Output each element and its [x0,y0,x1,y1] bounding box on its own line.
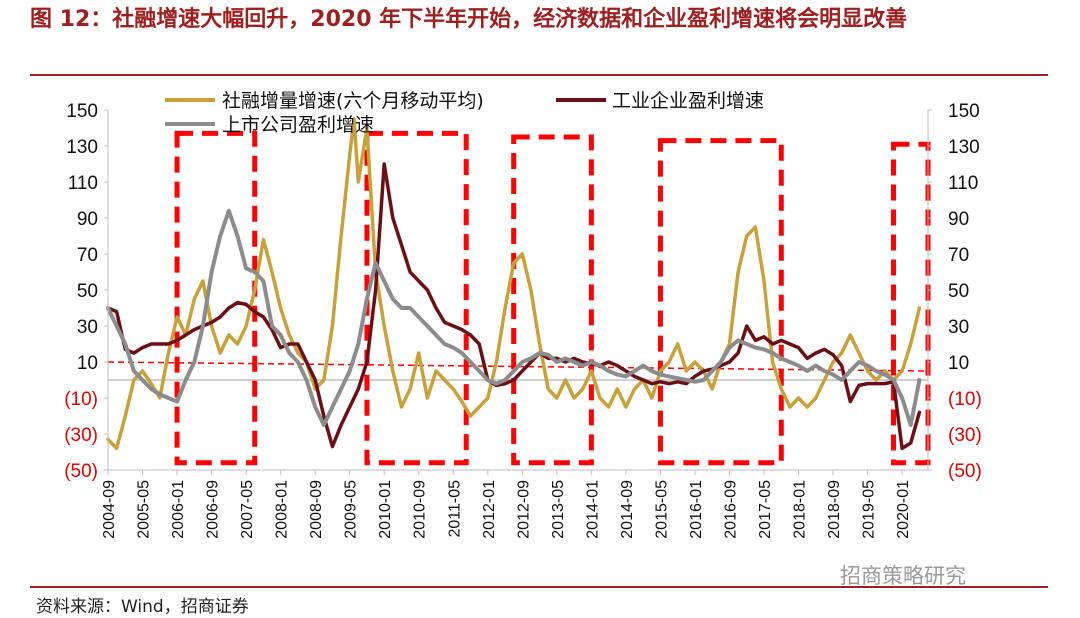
source-note: 资料来源：Wind，招商证券 [36,597,249,617]
x-tick-label: 2006-09 [205,480,222,539]
y-tick-label-right: 130 [948,137,980,158]
y-tick-label-left: 10 [77,353,98,374]
y-tick-label-right: 90 [948,209,969,230]
title-rule [30,74,1048,76]
highlight-box [174,130,258,466]
y-tick-label-right: 70 [948,245,969,266]
highlight-box [657,138,784,466]
y-tick-label-left: 30 [77,317,98,338]
x-tick-label: 2015-05 [653,480,670,539]
x-tick-label: 2016-09 [722,480,739,539]
y-tick-label-right: (50) [948,461,982,482]
x-tick-label: 2014-09 [619,480,636,539]
y-tick-label-right: 30 [948,317,969,338]
x-tick-label: 2018-09 [826,480,843,539]
y-tick-label-left: 90 [77,209,98,230]
watermark: 招商策略研究 [840,564,966,588]
x-tick-label: 2017-05 [757,480,774,539]
y-tick-label-left: 150 [66,101,98,122]
x-tick-label: 2010-01 [377,480,394,539]
y-tick-label-left: 110 [68,173,98,194]
y-tick-label-left: (50) [64,461,98,482]
x-tick-label: 2018-01 [792,480,809,539]
x-tick-label: 2004-09 [101,480,118,539]
x-tick-label: 2006-01 [170,480,187,539]
x-tick-label: 2013-05 [550,480,567,539]
y-tick-label-right: 110 [948,173,978,194]
series-layer [106,117,922,451]
legend-label-social-financing: 社融增量增速(六个月移动平均) [222,90,484,112]
y-tick-label-right: 50 [948,281,969,302]
x-tick-label: 2020-01 [895,480,912,539]
x-tick-label: 2005-05 [136,480,153,539]
highlight-boxes [174,130,931,466]
y-tick-label-left: 130 [66,137,98,158]
y-tick-label-right: 150 [948,101,980,122]
series-line-social-financing [106,117,922,451]
x-tick-label: 2010-09 [412,480,429,539]
x-tick-label: 2012-01 [481,480,498,539]
footer-rule [30,586,1048,588]
x-tick-label: 2008-01 [274,480,291,539]
axis-layer: 150 130 110 90 70 50 30 10 (10) (30) (50) 150 130 110… [64,101,982,539]
y-tick-label-left: (10) [64,389,98,410]
y-tick-label-left: (30) [64,425,98,446]
highlight-box [364,130,469,466]
y-tick-label-left: 50 [77,281,98,302]
x-tick-label: 2008-09 [308,480,325,539]
series-line-listed-profit [106,208,922,427]
legend-label-industrial-profit: 工业企业盈利增速 [612,90,764,112]
y-tick-label-right: (10) [948,389,982,410]
series-line-industrial-profit [106,162,922,451]
chart-title: 图 12：社融增速大幅回升，2020 年下半年开始，经济数据和企业盈利增速将会明… [30,7,908,32]
y-tick-label-right: (30) [948,425,982,446]
y-tick-label-left: 70 [77,245,98,266]
x-tick-label: 2007-05 [239,480,256,539]
y-tick-label-right: 10 [948,353,969,374]
x-tick-label: 2009-05 [343,480,360,539]
x-tick-label: 2019-05 [861,480,878,539]
highlight-box [511,134,594,466]
x-tick-label: 2011-05 [446,480,463,538]
x-tick-label: 2014-01 [584,480,601,539]
x-tick-label: 2012-09 [515,480,532,539]
legend-label-listed-profit: 上市公司盈利增速 [222,114,374,136]
x-tick-label: 2016-01 [688,480,705,539]
